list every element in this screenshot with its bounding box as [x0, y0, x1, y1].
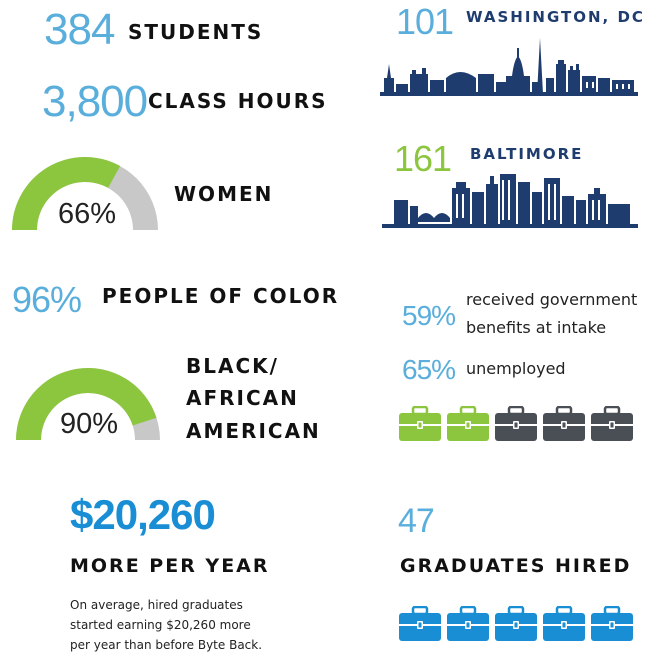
- graduates-number: 47: [398, 502, 435, 540]
- briefcase-icon: [447, 406, 489, 441]
- class-hours-number: 3,800: [42, 77, 148, 126]
- earnings-number: $20,260: [70, 491, 216, 538]
- black-african-american-label-line3: AMERICAN: [186, 419, 321, 443]
- government-benefits-text-line1: received government: [466, 290, 638, 309]
- earnings-description-line2: started earning $20,260 more: [70, 618, 251, 632]
- baltimore-skyline-icon: [382, 174, 638, 228]
- class-hours-label: CLASS HOURS: [148, 89, 328, 113]
- briefcase-icon: [495, 606, 537, 641]
- washington-skyline-icon: [380, 38, 638, 96]
- people-of-color-number: 96%: [12, 279, 82, 320]
- washington-number: 101: [396, 1, 454, 42]
- women-label: WOMEN: [174, 182, 274, 206]
- unemployed-text: unemployed: [466, 359, 566, 378]
- earnings-description-line3: per year than before Byte Back.: [70, 638, 263, 652]
- briefcase-icon: [495, 406, 537, 441]
- students-label: STUDENTS: [128, 20, 264, 44]
- baltimore-label: BALTIMORE: [470, 145, 584, 163]
- briefcase-icon: [591, 406, 633, 441]
- black-african-american-percent: 90%: [60, 408, 119, 440]
- briefcase-icon: [543, 406, 585, 441]
- baltimore-number: 161: [394, 138, 452, 179]
- women-gauge: [12, 157, 158, 230]
- women-percent: 66%: [58, 198, 117, 230]
- briefcase-icon: [399, 406, 441, 441]
- briefcase-icon: [447, 606, 489, 641]
- black-african-american-label-line1: BLACK/: [186, 354, 279, 378]
- black-african-american-gauge: [16, 368, 160, 440]
- black-african-american-label-line2: AFRICAN: [186, 386, 299, 410]
- people-of-color-label: PEOPLE OF COLOR: [102, 284, 340, 308]
- government-benefits-percent: 59%: [402, 300, 456, 331]
- graduates-briefcase-row: [398, 606, 638, 644]
- unemployed-percent: 65%: [402, 354, 456, 385]
- washington-label: WASHINGTON, DC: [466, 8, 645, 26]
- briefcase-icon: [399, 606, 441, 641]
- briefcase-icon: [591, 606, 633, 641]
- earnings-description-line1: On average, hired graduates: [70, 598, 243, 612]
- briefcase-icon: [543, 606, 585, 641]
- government-benefits-text-line2: benefits at intake: [466, 318, 607, 337]
- earnings-label: MORE PER YEAR: [70, 555, 270, 577]
- graduates-label: GRADUATES HIRED: [400, 555, 632, 577]
- students-number: 384: [44, 5, 115, 54]
- benefits-briefcase-row: [398, 406, 638, 442]
